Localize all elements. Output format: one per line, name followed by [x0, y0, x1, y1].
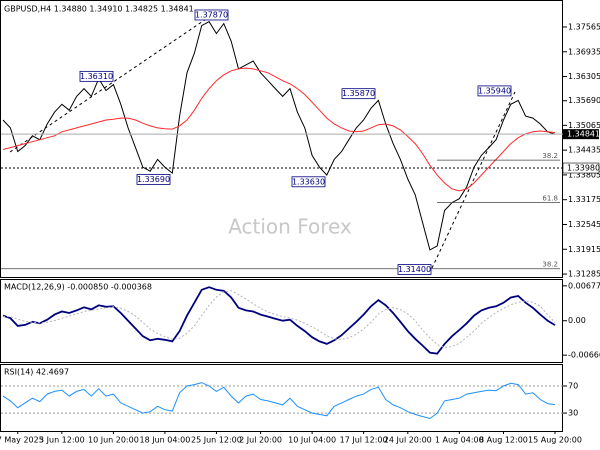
x-tick-label: 24 Jul 20:00: [384, 436, 432, 445]
y-tick-label: -0.006667: [568, 351, 600, 360]
series-line: [2, 21, 556, 251]
fib-label: 38.2: [542, 152, 558, 160]
y-tick-label: 1.35065: [568, 121, 600, 130]
y-tick-label: 0.006772: [568, 281, 600, 290]
y-tick-label: 1.33175: [568, 195, 600, 204]
y-tick-label: 70: [568, 381, 578, 390]
annotation-label: 1.37870: [195, 10, 228, 19]
annotation-label: 1.31400: [398, 265, 431, 274]
annotation-box: [79, 70, 114, 82]
annotation-box: [194, 9, 229, 21]
annotation-box: [291, 176, 326, 188]
annotation-label: 1.36310: [80, 72, 113, 81]
annotation-label: 1.33630: [292, 177, 325, 186]
x-tick-label: 15 Aug 20:00: [528, 436, 582, 445]
panel-title: MACD(12,26,9) -0.000850 -0.000368: [4, 283, 152, 292]
x-tick-label: 2 Jul 20:00: [239, 436, 282, 445]
y-tick-label: 1.31915: [568, 245, 600, 254]
y-tick-label: 1.37565: [568, 22, 600, 31]
rsi-panel-frame: [0, 364, 563, 432]
current-price-tag: [563, 129, 599, 140]
series-line: [2, 286, 556, 355]
fib-label: 61.8: [542, 195, 558, 203]
current-price-label: 1.34841: [567, 130, 600, 139]
series-line: [2, 382, 556, 420]
x-tick-label: 3 Jun 12:00: [39, 436, 85, 445]
x-tick-label: 18 Jun 04:00: [140, 436, 191, 445]
fib-label: 38.2: [542, 261, 558, 269]
y-tick-label: 1.36935: [568, 47, 600, 56]
x-tick-label: 25 Jun 12:00: [191, 436, 242, 445]
x-tick-label: 1 Aug 04:00: [435, 436, 484, 445]
annotation-label: 1.33690: [137, 175, 170, 184]
x-tick-label: 17 Jul 12:00: [340, 436, 388, 445]
x-tick-label: 10 Jul 04:00: [288, 436, 336, 445]
series-line: [2, 67, 556, 192]
annotation-label: 1.35940: [478, 86, 511, 95]
y-tick-label: 1.33805: [568, 170, 600, 179]
trendline: [431, 91, 516, 269]
y-tick-label: 1.32545: [568, 220, 600, 229]
macd-panel-frame: [0, 279, 563, 363]
y-tick-label: 1.36305: [568, 72, 600, 81]
watermark: Action Forex: [228, 215, 352, 239]
y-tick-label: 1.31285: [568, 270, 600, 279]
level-tag: [562, 162, 600, 174]
annotation-box: [397, 264, 432, 275]
y-tick-label: 1.35690: [568, 96, 600, 105]
annotation-label: 1.35870: [342, 89, 375, 98]
y-tick-label: 30: [568, 409, 578, 418]
y-tick-label: 1.34435: [568, 146, 600, 155]
annotation-box: [477, 85, 512, 97]
x-tick-label: 10 Jun 20:00: [88, 436, 139, 445]
trendline: [9, 14, 213, 153]
annotation-box: [136, 174, 171, 185]
panel-title: GBPUSD,H4 1.34880 1.34910 1.34825 1.3484…: [4, 5, 194, 14]
panel-title: RSI(14) 42.4697: [4, 368, 69, 377]
annotation-box: [341, 88, 376, 100]
level-label: 1.33980: [567, 164, 600, 173]
x-tick-label: 27 May 2025: [0, 436, 44, 445]
x-tick-label: 8 Aug 12:00: [479, 436, 528, 445]
y-tick-label: 0.00: [568, 316, 586, 325]
main-panel-frame: [0, 0, 563, 278]
